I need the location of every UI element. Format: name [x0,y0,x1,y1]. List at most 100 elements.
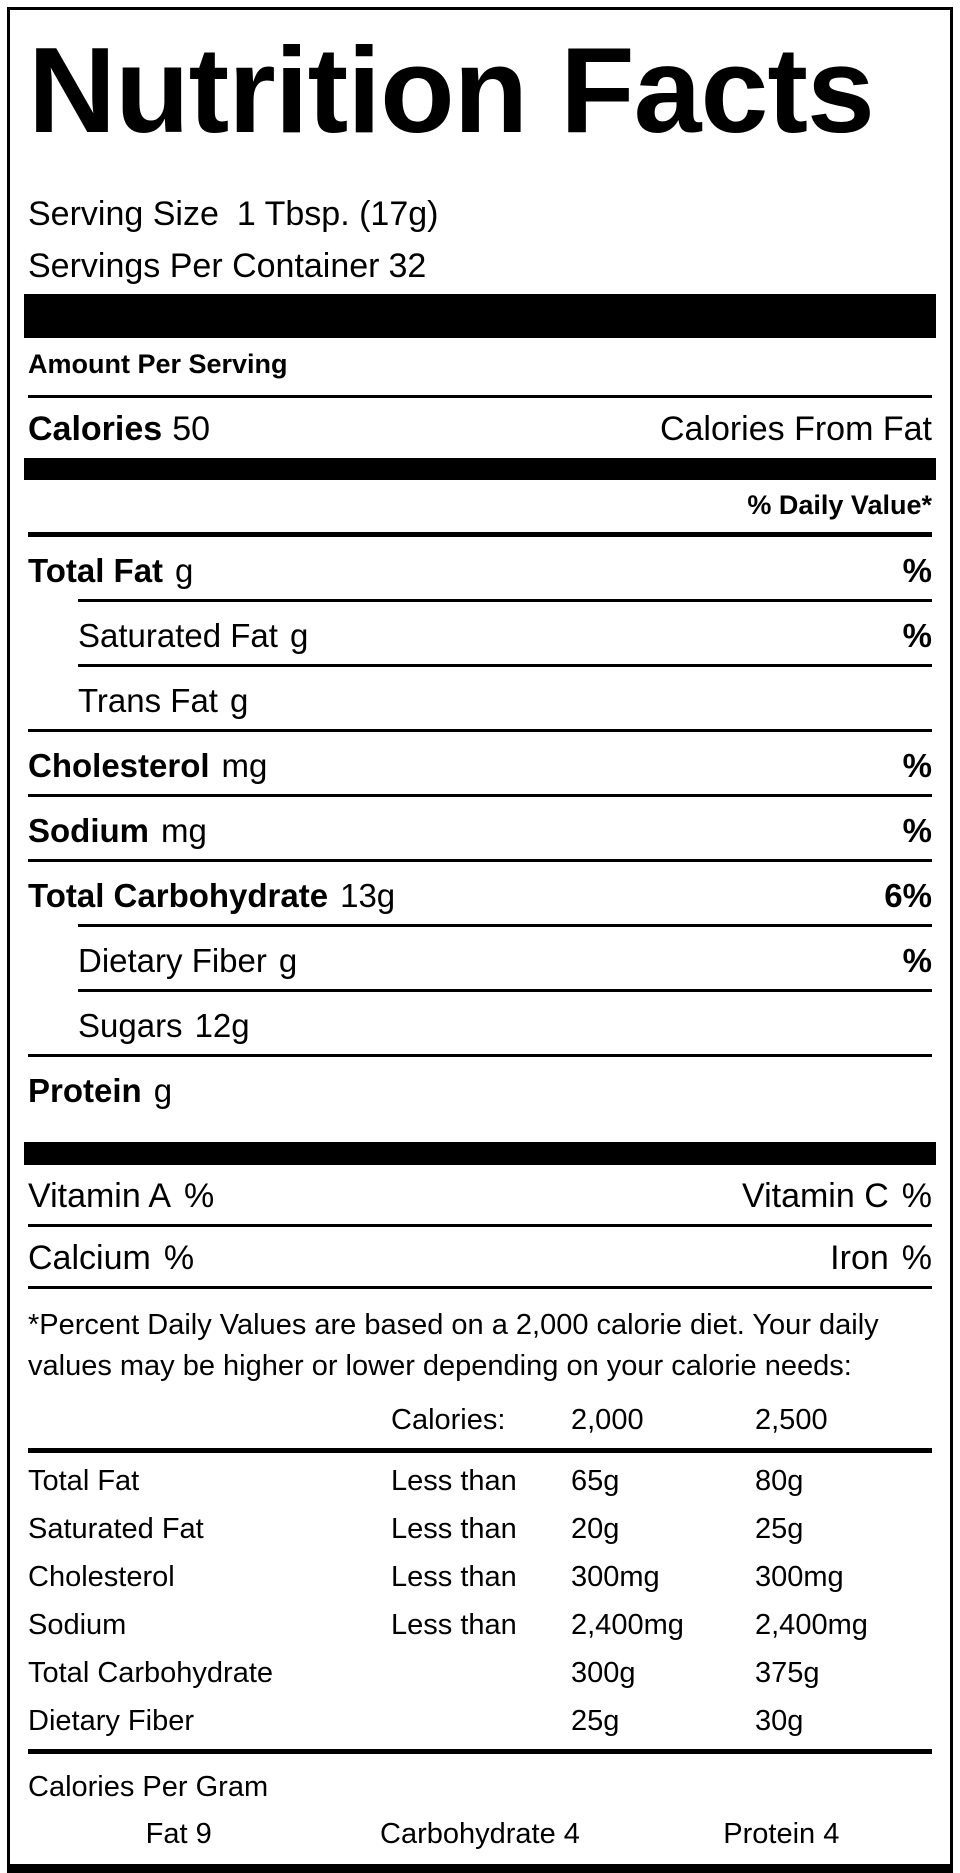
calcium-value: % [163,1239,195,1278]
calcium-label: Calcium [28,1239,151,1278]
nutrient-name: Total Carbohydrate [28,877,329,915]
dv-table-header: Calories: 2,000 2,500 [28,1405,932,1435]
dv-row-2000: 65g [571,1465,620,1498]
thick-divider-bar-vitamins [24,1142,936,1166]
nutrient-amount: g [229,682,249,720]
footnote-line-2: values may be higher or lower depending … [28,1350,852,1383]
nutrient-row-saturated-fat: Saturated Fat g % [78,618,932,654]
nutrient-amount: g [278,942,298,980]
dv-row-2000: 300g [571,1657,636,1690]
vitamin-c-label: Vitamin C [742,1177,889,1216]
separator [28,729,932,733]
nutrient-name: Protein [28,1072,142,1110]
nutrient-name: Trans Fat [78,682,218,720]
vitamin-a-value: % [184,1177,215,1216]
nutrient-row-cholesterol: Cholesterol mg % [28,748,932,784]
label-title: Nutrition Facts [28,22,875,158]
nutrient-daily-value: % [902,942,932,980]
nutrient-row-protein: Protein g [28,1073,932,1109]
separator [78,599,932,603]
vitamin-c-value: % [901,1177,932,1216]
dv-row-2000: 300mg [571,1561,660,1594]
dv-row-2500: 25g [755,1513,804,1546]
dv-table-row: Total Carbohydrate 300g 375g [28,1658,932,1688]
nutrient-daily-value: % [902,552,932,590]
dv-row-name: Sodium [28,1609,127,1642]
serving-size-line: Serving Size 1 Tbsp. (17g) [28,194,932,234]
thick-divider-bar-top [24,294,936,339]
thick-rule [28,532,932,538]
vitamin-row-calcium-iron: Calcium % Iron % [28,1240,932,1276]
thick-rule [28,1448,932,1454]
servings-per-container-label: Servings Per Container [28,247,380,286]
nutrient-name: Cholesterol [28,747,210,785]
dv-row-2000: 20g [571,1513,620,1546]
dv-table-row: Total Fat Less than 65g 80g [28,1466,932,1496]
serving-size-value: 1 Tbsp. (17g) [236,195,439,234]
dv-table-header-spacer [28,1405,391,1435]
dv-table-col-2000: 2,000 [571,1404,644,1437]
iron-pair: Iron % [830,1240,932,1276]
calories-per-gram-fat: Fat 9 [145,1818,212,1851]
nutrient-row-dietary-fiber: Dietary Fiber g % [78,943,932,979]
dv-row-2500: 300mg [755,1561,844,1594]
nutrient-row-total-fat: Total Fat g % [28,553,932,589]
separator [28,1054,932,1058]
vitamin-c-pair: Vitamin C % [742,1178,932,1214]
dv-row-2000: 2,400mg [571,1609,684,1642]
vitamin-a-pair: Vitamin A % [28,1178,214,1214]
nutrient-daily-value: % [902,617,932,655]
nutrient-name: Sugars [78,1007,183,1045]
nutrient-row-trans-fat: Trans Fat g [78,683,932,719]
dv-row-qualifier [391,1706,571,1736]
dv-row-2500: 30g [755,1705,804,1738]
nutrient-row-total-carbohydrate: Total Carbohydrate 13g 6% [28,878,932,914]
separator [78,924,932,928]
calcium-pair: Calcium % [28,1240,194,1276]
separator [78,664,932,668]
nutrient-name: Saturated Fat [78,617,278,655]
calories-value: 50 [172,410,211,449]
daily-values-footnote: *Percent Daily Values are based on a 2,0… [28,1305,932,1387]
nutrient-name: Sodium [28,812,149,850]
thick-rule [28,1749,932,1755]
nutrient-amount: g [289,617,309,655]
vitamin-row-a-c: Vitamin A % Vitamin C % [28,1178,932,1214]
separator [28,1286,932,1290]
dv-table-row: Saturated Fat Less than 20g 25g [28,1514,932,1544]
dv-row-name: Total Carbohydrate [28,1657,274,1690]
dv-table-col-2500: 2,500 [755,1404,828,1437]
nutrient-amount: mg [161,812,207,850]
nutrient-name: Total Fat [28,552,164,590]
dv-row-2000: 25g [571,1705,620,1738]
percent-daily-value-heading: % Daily Value* [747,490,932,521]
vitamin-a-label: Vitamin A [28,1177,172,1216]
calories-per-gram-carbohydrate: Carbohydrate 4 [380,1818,580,1851]
nutrient-name: Dietary Fiber [78,942,267,980]
separator [28,395,932,399]
dv-row-2500: 375g [755,1657,820,1690]
nutrition-facts-label: Nutrition Facts Serving Size 1 Tbsp. (17g… [7,7,953,1873]
amount-per-serving-heading: Amount Per Serving [28,349,288,380]
nutrient-row-sodium: Sodium mg % [28,813,932,849]
nutrient-amount: g [153,1072,173,1110]
nutrient-amount: 13g [340,877,396,915]
nutrient-amount: 12g [194,1007,250,1045]
dv-row-2500: 2,400mg [755,1609,868,1642]
separator [78,989,932,993]
dv-table-row: Dietary Fiber 25g 30g [28,1706,932,1736]
nutrient-amount: mg [221,747,268,785]
nutrient-daily-value: % [902,812,932,850]
dv-row-2500: 80g [755,1465,804,1498]
footnote-line-1: *Percent Daily Values are based on a 2,0… [28,1309,879,1342]
nutrient-amount: g [175,552,194,590]
dv-row-name: Cholesterol [28,1561,175,1594]
dv-row-name: Total Fat [28,1465,140,1498]
dv-row-qualifier [391,1658,571,1688]
serving-size-label: Serving Size [28,195,219,234]
calories-per-gram-protein: Protein 4 [723,1818,840,1851]
dv-table-calories-label: Calories: [391,1404,506,1437]
separator [28,859,932,863]
thick-divider-bar-calories [24,458,936,481]
dv-row-name: Dietary Fiber [28,1705,194,1738]
